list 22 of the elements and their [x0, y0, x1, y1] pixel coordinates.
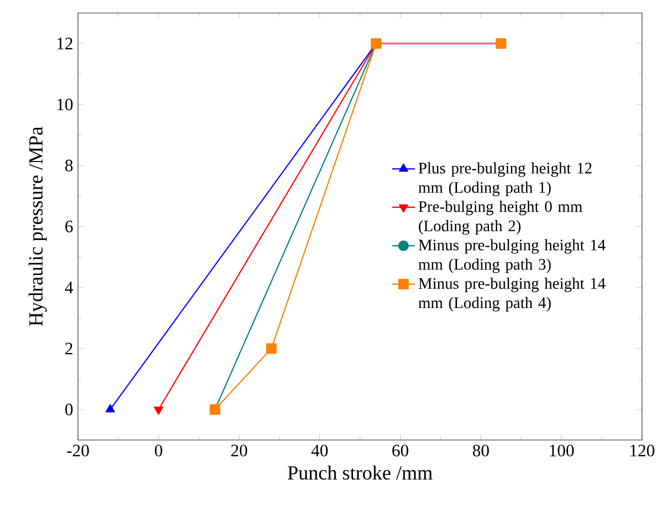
y-tick-label: 4 [64, 282, 74, 294]
y-tick-label: 8 [65, 160, 73, 172]
legend-label: Minus pre-bulging height 14 mm (Loding path 3) [418, 239, 606, 274]
x-tick-label: 60 [392, 444, 408, 456]
y-tick-label: 10 [57, 98, 73, 110]
y-tick-label: 12 [57, 38, 72, 50]
x-tick-label: 40 [311, 444, 328, 456]
x-tick-label: 0 [154, 444, 162, 456]
x-tick-label: 100 [550, 444, 574, 456]
y-tick-label: 0 [65, 404, 73, 416]
y-tick-label: 6 [65, 220, 73, 232]
legend-label: Plus pre-bulging height 12 mm (Loding path 1) [418, 162, 592, 196]
legend-label: Minus pre-bulging height 14 mm (Loding path 4) [418, 278, 606, 312]
point [266, 343, 277, 354]
x-axis-title: Punch stroke /mm [288, 466, 432, 480]
x-tick-label: 80 [472, 444, 489, 456]
y-tick-label: 2 [65, 342, 72, 354]
x-tick-label: -20 [67, 444, 89, 456]
x-tick-label: 120 [630, 444, 654, 456]
x-tick-label: 20 [231, 444, 248, 456]
legend-label: Pre-bulging height 0 mm (Loding path 2) [418, 200, 582, 235]
y-axis-title: Hydraulic pressure /MPa [28, 126, 47, 326]
